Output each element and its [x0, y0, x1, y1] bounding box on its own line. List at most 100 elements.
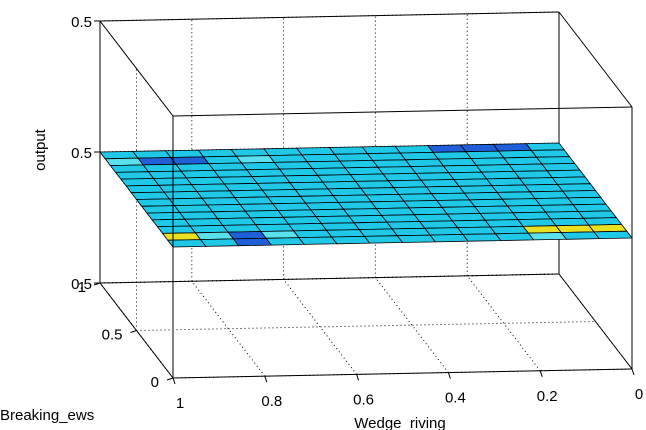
y-axis-label: Breaking_ews — [0, 407, 94, 424]
surface-cell — [315, 215, 355, 224]
surface-cell — [197, 148, 238, 158]
surface-cell — [282, 216, 323, 225]
surface-cell — [322, 180, 362, 190]
surface-cell — [480, 170, 521, 180]
surface-cell — [436, 199, 476, 208]
surface-cell — [555, 224, 595, 233]
surface-cell — [501, 198, 542, 207]
surface-cell — [333, 153, 374, 162]
surface-cell — [295, 147, 336, 156]
surface-cell — [306, 160, 346, 169]
surface-cell — [492, 143, 533, 152]
surface-cell — [156, 225, 197, 234]
surface-cell — [239, 203, 279, 212]
surface-cell — [377, 166, 417, 175]
surface-cell — [109, 164, 150, 173]
surface-cell — [394, 145, 434, 154]
surface-cell — [344, 166, 384, 176]
surface-cell — [223, 182, 264, 192]
surface-cell — [228, 189, 269, 199]
surface-cell — [541, 162, 581, 172]
x-tick-label: 0.8 — [261, 393, 282, 410]
surface-cell — [249, 216, 290, 226]
surface-cell — [164, 149, 205, 158]
surface-cell — [284, 174, 324, 184]
surface-cell — [465, 150, 505, 159]
surface-cell — [328, 146, 369, 155]
surface-cell — [342, 208, 383, 217]
surface-cell — [430, 192, 471, 201]
surface-cell — [484, 219, 524, 228]
surface-cell — [429, 233, 469, 243]
surface-cell — [349, 173, 390, 182]
surface-cell — [582, 217, 623, 226]
surface-cell — [370, 200, 410, 210]
surface-cell — [485, 177, 526, 187]
surface-cell — [268, 154, 308, 163]
surface-cell — [206, 203, 247, 213]
surface-cell — [354, 180, 395, 189]
surface-cell — [316, 174, 357, 183]
surface-cell — [263, 147, 303, 157]
surface-cell — [512, 211, 552, 221]
surface-cell — [496, 191, 536, 200]
surface-cell — [278, 168, 319, 177]
box-edge — [558, 273, 633, 370]
surface-cell — [479, 212, 519, 221]
surface-cell — [178, 211, 219, 220]
surface-cell — [292, 229, 333, 239]
surface-cell — [175, 163, 215, 172]
box-edge — [172, 106, 633, 117]
surface-cell — [261, 189, 302, 198]
surface-cell — [168, 197, 209, 207]
surface-cell — [332, 194, 372, 203]
x-tick-label: 1 — [176, 395, 184, 412]
surface-cell — [277, 209, 317, 218]
surface-cell — [506, 204, 547, 214]
surface-cell — [265, 237, 305, 246]
surface-cell — [272, 202, 312, 211]
surface-cell — [161, 232, 202, 241]
surface-cell — [551, 176, 592, 185]
surface-cell — [299, 195, 340, 204]
surface-cell — [146, 211, 186, 221]
surface-cell — [348, 214, 388, 224]
surface-cell — [391, 227, 431, 237]
surface-cell — [170, 156, 210, 165]
surface-cell — [470, 157, 510, 166]
surface-cell — [158, 184, 198, 193]
surface-cell — [588, 223, 628, 233]
x-tick-label: 0.2 — [537, 388, 558, 405]
surface-cell — [254, 223, 295, 232]
y-tick-label: 1 — [78, 279, 86, 296]
surface-mesh — [99, 142, 633, 248]
surface-cell — [320, 222, 361, 231]
surface-cell — [413, 213, 454, 222]
tick-mark — [631, 368, 635, 376]
surface-cell — [539, 204, 580, 213]
surface-cell — [534, 197, 574, 206]
surface-cell — [546, 169, 586, 179]
surface-cell — [234, 196, 274, 205]
surface-cell — [131, 150, 172, 159]
surface-cell — [387, 179, 428, 189]
surface-cell — [325, 229, 366, 238]
surface-cell — [427, 144, 467, 153]
surface-cell — [366, 152, 407, 161]
surface-cell — [213, 169, 253, 178]
grid-line — [466, 275, 541, 372]
surface-cell — [530, 149, 571, 158]
surface-cell — [593, 230, 633, 240]
surface-cell — [140, 205, 181, 214]
box-edge — [99, 273, 560, 284]
surface-cell — [222, 224, 262, 233]
surface-cell — [522, 225, 562, 234]
surface-cell — [529, 190, 569, 200]
surface-cell — [310, 208, 350, 218]
surface-cell — [361, 145, 402, 155]
surface-cell — [99, 150, 139, 160]
surface-cell — [173, 204, 214, 213]
surface-cell — [240, 161, 281, 171]
surface-cell — [365, 193, 405, 203]
